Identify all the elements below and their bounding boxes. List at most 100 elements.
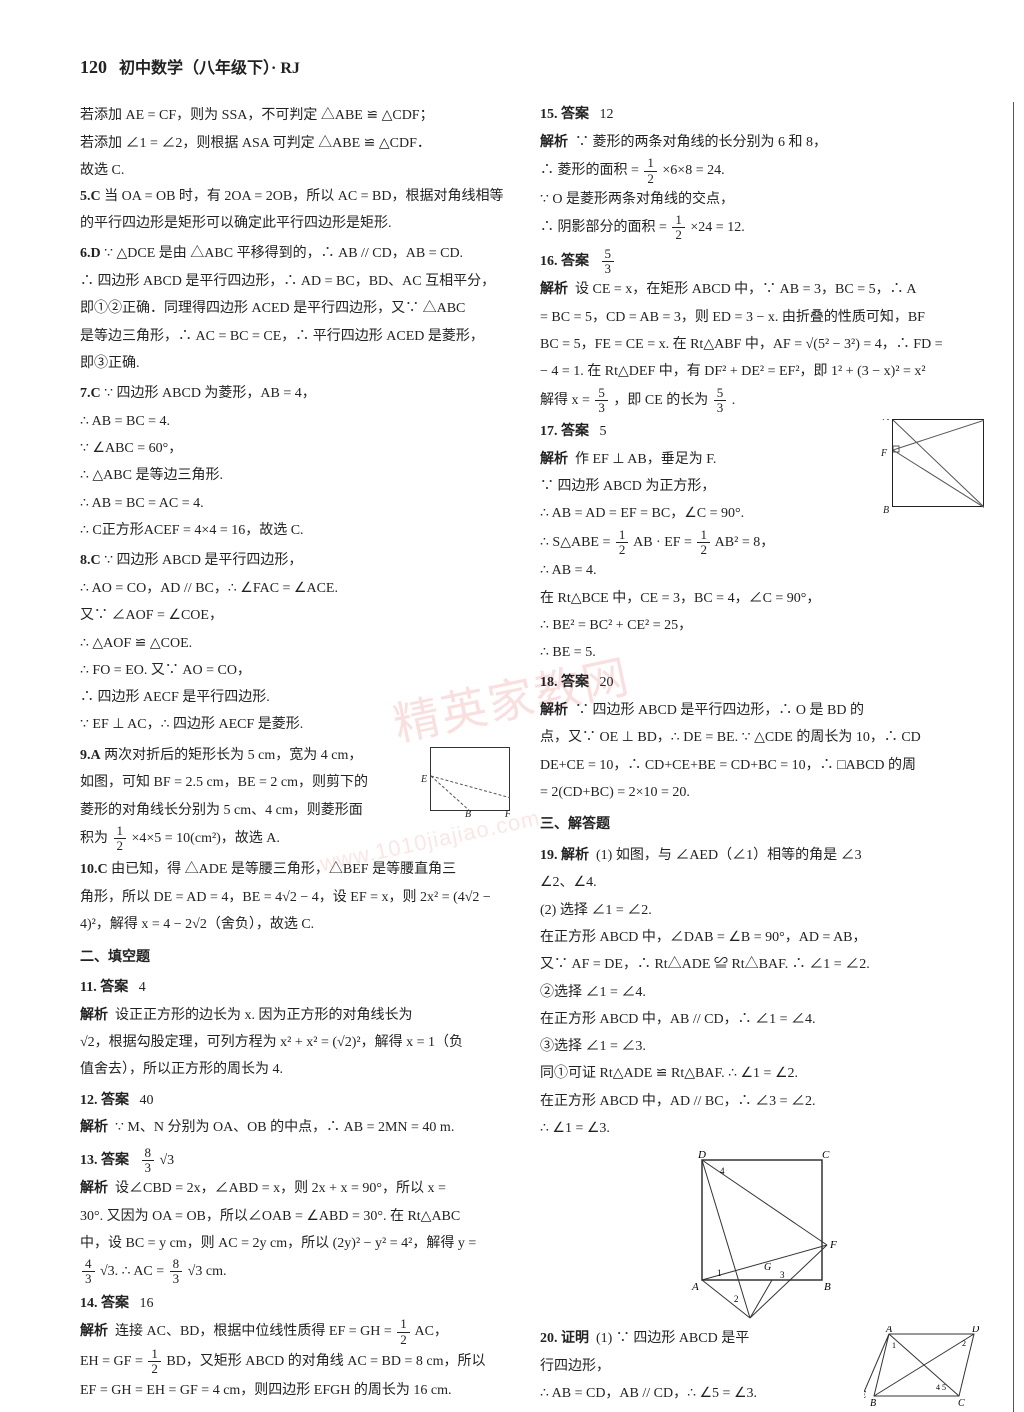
q11-line-2: 值舍去），所以正方形的周长为 4.: [80, 1056, 510, 1083]
q14-line2-a: EH = GF =: [80, 1354, 143, 1369]
q10-line-2: 4)²，解得 x = 4 − 2√2（舍负），故选 C.: [80, 911, 510, 938]
q6-line-2: 即①②正确．同理得四边形 ACED 是平行四边形，又∵ △ABC: [80, 295, 510, 322]
q19-p2: (2) 选择 ∠1 = ∠2.: [540, 897, 984, 924]
q15-line2-a: ∴ 菱形的面积 =: [540, 163, 639, 178]
q5-label: 5.C: [80, 189, 101, 204]
q7-label: 7.C: [80, 386, 101, 401]
q9: E B F 9.A 两次对折后的矩形长为 5 cm，宽为 4 cm， 如图，可知…: [80, 743, 510, 854]
q13-tail-end: √3 cm.: [188, 1264, 227, 1279]
q12-label: 12.: [80, 1093, 98, 1108]
q16-tail-a: 解得 x =: [540, 393, 590, 408]
q8-line-1: ∴ AO = CO，AD // BC，∴ ∠FAC = ∠ACE.: [80, 575, 510, 602]
q13-line-1: 30°. 又因为 OA = OB，所以∠OAB = ∠ABD = 30°. 在 …: [80, 1203, 510, 1230]
q16-tail-f1n: 5: [595, 386, 608, 401]
q9-fig-e: E: [421, 770, 427, 789]
q16-line-0: 设 CE = x，在矩形 ABCD 中，∵ AB = 3，BC = 5，∴ A: [575, 282, 916, 297]
svg-text:B: B: [870, 1398, 876, 1406]
q9-fig-b: B: [465, 805, 471, 824]
q12-exp-tag: 解析: [80, 1120, 108, 1135]
left-column: 若添加 AE = CF，则为 SSA，不可判定 △ABE ≌ △CDF； 若添加…: [80, 102, 510, 1411]
q13-label: 13.: [80, 1153, 98, 1168]
q12-body: ∵ M、N 分别为 OA、OB 的中点，∴ AB = 2MN = 40 m.: [115, 1120, 454, 1135]
q17-af1d: 2: [616, 543, 629, 557]
q15-frac1-den: 2: [644, 172, 657, 186]
q17-af2d: 2: [697, 543, 710, 557]
q20: A D E B C 1 2 4 5 20. 证明 (1) ∵ 四边形 ABCD …: [540, 1326, 984, 1407]
svg-text:4 5: 4 5: [936, 1383, 946, 1392]
q6: 6.D ∵ △DCE 是由 △ABC 平移得到的，∴ AB // CD，AB =…: [80, 241, 510, 377]
q20-tag: 证明: [561, 1331, 589, 1346]
q17-figure: A L F B C: [892, 419, 984, 507]
q13-ans-suffix: √3: [160, 1153, 175, 1168]
svg-text:2: 2: [734, 1294, 739, 1304]
q8-line-5: ∴ 四边形 AECF 是平行四边形.: [80, 684, 510, 711]
svg-text:4: 4: [720, 1166, 725, 1176]
q14-line1-a: 连接 AC、BD，根据中位线性质得 EF = GH =: [115, 1324, 392, 1339]
q12-answer: 40: [140, 1093, 154, 1108]
q9-line-0: 两次对折后的矩形长为 5 cm，宽为 4 cm，: [104, 748, 362, 763]
q14-label: 14.: [80, 1296, 98, 1311]
svg-text:G: G: [764, 1262, 771, 1273]
q11-ans-tag: 答案: [100, 980, 128, 995]
q16-ans-tag: 答案: [561, 254, 589, 269]
q19-figure: D C F A E B G 1 2 3 4: [672, 1150, 852, 1320]
q8-line-6: ∵ EF ⊥ AC，∴ 四边形 AECF 是菱形.: [80, 711, 510, 738]
q16: 16. 答案 5 3 解析 设 CE = x，在矩形 ABCD 中，∵ AB =…: [540, 247, 984, 415]
content-columns: 若添加 AE = CF，则为 SSA，不可判定 △ABE ≌ △CDF； 若添加…: [80, 102, 984, 1411]
q8-line-0: ∵ 四边形 ABCD 是平行四边形，: [104, 553, 302, 568]
q15-line3: ∵ O 是菱形两条对角线的交点，: [540, 186, 984, 213]
q13-line-0: 设∠CBD = 2x，∠ABD = x，则 2x + x = 90°，所以 x …: [115, 1181, 446, 1196]
q9-fig-f: F: [505, 805, 510, 824]
q13-frac-a: 4 3: [82, 1257, 95, 1287]
q19-line-4: ③选择 ∠1 = ∠3.: [540, 1033, 984, 1060]
q9-label: 9.A: [80, 748, 101, 763]
q7-line-0: ∵ 四边形 ABCD 为菱形，AB = 4，: [104, 386, 316, 401]
q19: 19. 解析 (1) 如图，与 ∠AED（∠1）相等的角是 ∠3 ∠2、∠4. …: [540, 843, 984, 1321]
q9-frac-den: 2: [114, 839, 127, 853]
q9-tail-b: ×4×5 = 10(cm²)，故选 A.: [132, 831, 280, 846]
q13-frac-b: 8 3: [170, 1257, 183, 1287]
q9-frac: 1 2: [114, 824, 127, 854]
right-margin-rule: [1013, 102, 1014, 1411]
q14: 14. 答案 16 解析 连接 AC、BD，根据中位线性质得 EF = GH =…: [80, 1291, 510, 1404]
q11-exp-tag: 解析: [80, 1008, 108, 1023]
q16-tail-frac1: 5 3: [595, 386, 608, 416]
q18-line-2: DE+CE = 10，∴ CD+CE+BE = CD+BC = 10，∴ □AB…: [540, 752, 984, 779]
q15-exp-tag: 解析: [540, 135, 568, 150]
page-title: 初中数学（八年级下）· RJ: [119, 54, 300, 84]
svg-text:F: F: [829, 1239, 837, 1251]
svg-text:1: 1: [717, 1268, 722, 1278]
q17-ans-tag: 答案: [561, 424, 589, 439]
q11-label: 11.: [80, 980, 97, 995]
q13-exp-tag: 解析: [80, 1181, 108, 1196]
q16-ans-den: 3: [602, 262, 615, 276]
q18-line-3: = 2(CD+BC) = 2×10 = 20.: [540, 779, 984, 806]
q18-line-1: 点，又∵ OE ⊥ BD，∴ DE = BE. ∵ △CDE 的周长为 10，∴…: [540, 724, 984, 751]
q7-line-3: ∴ △ABC 是等边三角形.: [80, 462, 510, 489]
pre-line-1: 若添加 ∠1 = ∠2，则根据 ASA 可判定 △ABE ≌ △CDF．: [80, 130, 510, 157]
q18-label: 18.: [540, 675, 558, 690]
q14-frac2-den: 2: [148, 1362, 161, 1376]
q15: 15. 答案 12 解析 ∵ 菱形的两条对角线的长分别为 6 和 8， ∴ 菱形…: [540, 102, 984, 242]
fill-title: 二、填空题: [80, 945, 510, 972]
q17-area-b: AB · EF =: [633, 535, 692, 550]
q13-line-2: 中，设 BC = y cm，则 AC = 2y cm，所以 (2y)² − y²…: [80, 1230, 510, 1257]
q14-frac2-num: 1: [148, 1347, 161, 1362]
svg-text:A: A: [885, 1326, 893, 1335]
svg-text:2: 2: [962, 1339, 966, 1348]
q9-figure: E B F: [430, 747, 510, 811]
q16-tail-c: .: [732, 393, 736, 408]
svg-text:3: 3: [780, 1270, 785, 1280]
q7-line-2: ∵ ∠ABC = 60°，: [80, 435, 510, 462]
q15-answer: 12: [600, 107, 614, 122]
q16-exp-tag: 解析: [540, 282, 568, 297]
q6-line-4: 即③正确.: [80, 350, 510, 377]
q17-fig-a: A: [883, 419, 889, 427]
q14-line2-b: BD，又矩形 ABCD 的对角线 AC = BD = 8 cm，所以: [166, 1354, 485, 1369]
q14-line1-b: AC，: [414, 1324, 447, 1339]
q17-area-frac1: 1 2: [616, 528, 629, 558]
q18: 18. 答案 20 解析 ∵ 四边形 ABCD 是平行四边形，∴ O 是 BD …: [540, 670, 984, 806]
q17-line2-1: ∴ BE² = BC² + CE² = 25，: [540, 612, 984, 639]
q8-label: 8.C: [80, 553, 101, 568]
q20-label: 20.: [540, 1331, 558, 1346]
